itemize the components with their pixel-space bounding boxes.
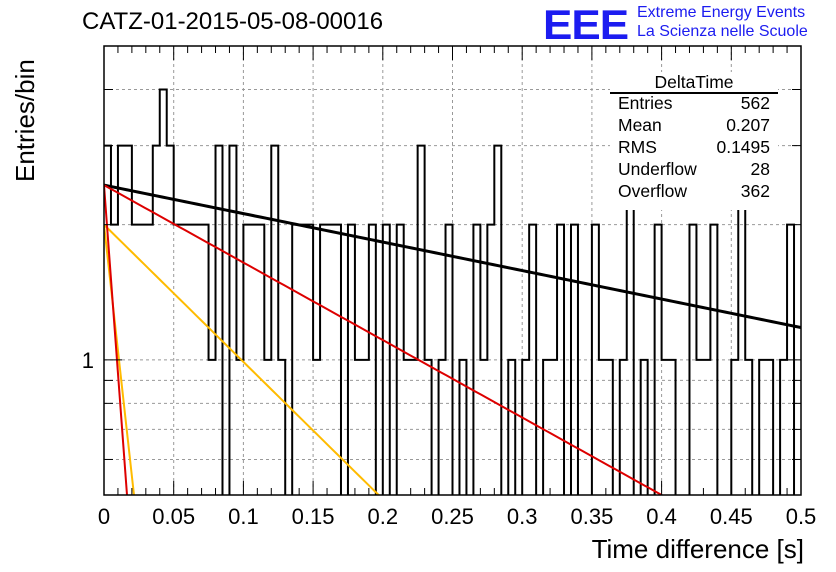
x-tick-label: 0.4: [646, 504, 677, 529]
fit-curve-0: [104, 183, 801, 330]
fit-curve-4: [104, 185, 129, 495]
stats-row-entries: Entries 562: [618, 92, 770, 114]
stats-box: DeltaTime Entries 562 Mean 0.207 RMS 0.1…: [610, 72, 778, 210]
stats-title: DeltaTime: [610, 72, 778, 94]
chart-title: CATZ-01-2015-05-08-00016: [82, 8, 384, 35]
stats-value: 28: [750, 159, 770, 179]
stats-label: RMS: [618, 137, 657, 157]
stats-row-overflow: Overflow 362: [618, 180, 770, 202]
x-tick-label: 0.45: [710, 504, 753, 529]
x-tick-label: 0.05: [152, 504, 195, 529]
x-tick-label: 0.2: [368, 504, 399, 529]
histogram-bars: [104, 88, 796, 495]
stats-value: 0.207: [726, 115, 770, 135]
stats-value: 0.1495: [716, 137, 770, 157]
stats-row-mean: Mean 0.207: [618, 114, 770, 136]
fit-curve-3: [104, 224, 135, 495]
x-tick-label: 0.25: [431, 504, 474, 529]
x-tick-label: 0.5: [786, 504, 817, 529]
logo-caption-line1: Extreme Energy Events: [637, 4, 806, 21]
x-tick-label: 0.15: [292, 504, 335, 529]
axes: [103, 45, 802, 496]
stats-label: Entries: [618, 93, 673, 113]
stats-row-rms: RMS 0.1495: [618, 136, 770, 158]
stats-value: 362: [740, 181, 770, 201]
y-tick-label: 1: [82, 348, 94, 373]
fit-curve-1: [104, 184, 664, 495]
x-tick-label: 0.1: [228, 504, 259, 529]
x-axis-label: Time difference [s]: [591, 534, 804, 564]
eee-logo-caption: Extreme Energy Events La Scienza nelle S…: [637, 3, 808, 41]
stats-label: Mean: [618, 115, 662, 135]
stats-label: Overflow: [618, 181, 688, 201]
x-tick-label: 0.35: [570, 504, 613, 529]
eee-logo: EEE: [543, 2, 629, 49]
stats-label: Underflow: [618, 159, 697, 179]
stats-value: 562: [740, 93, 770, 113]
logo-caption-line2: La Scienza nelle Scuole: [637, 23, 808, 40]
x-tick-label: 0: [98, 504, 110, 529]
y-axis-label: Entries/bin: [10, 59, 40, 182]
histogram-step-line: [104, 88, 796, 495]
x-tick-label: 0.3: [507, 504, 538, 529]
fit-curve-2: [104, 223, 381, 495]
tick-labels: 0 0.05 0.1 0.15 0.2 0.25 0.3 0.35 0.4 0.45 0.5 1: [82, 348, 817, 529]
stats-row-underflow: Underflow 28: [618, 158, 770, 180]
fit-curves: [104, 183, 801, 495]
